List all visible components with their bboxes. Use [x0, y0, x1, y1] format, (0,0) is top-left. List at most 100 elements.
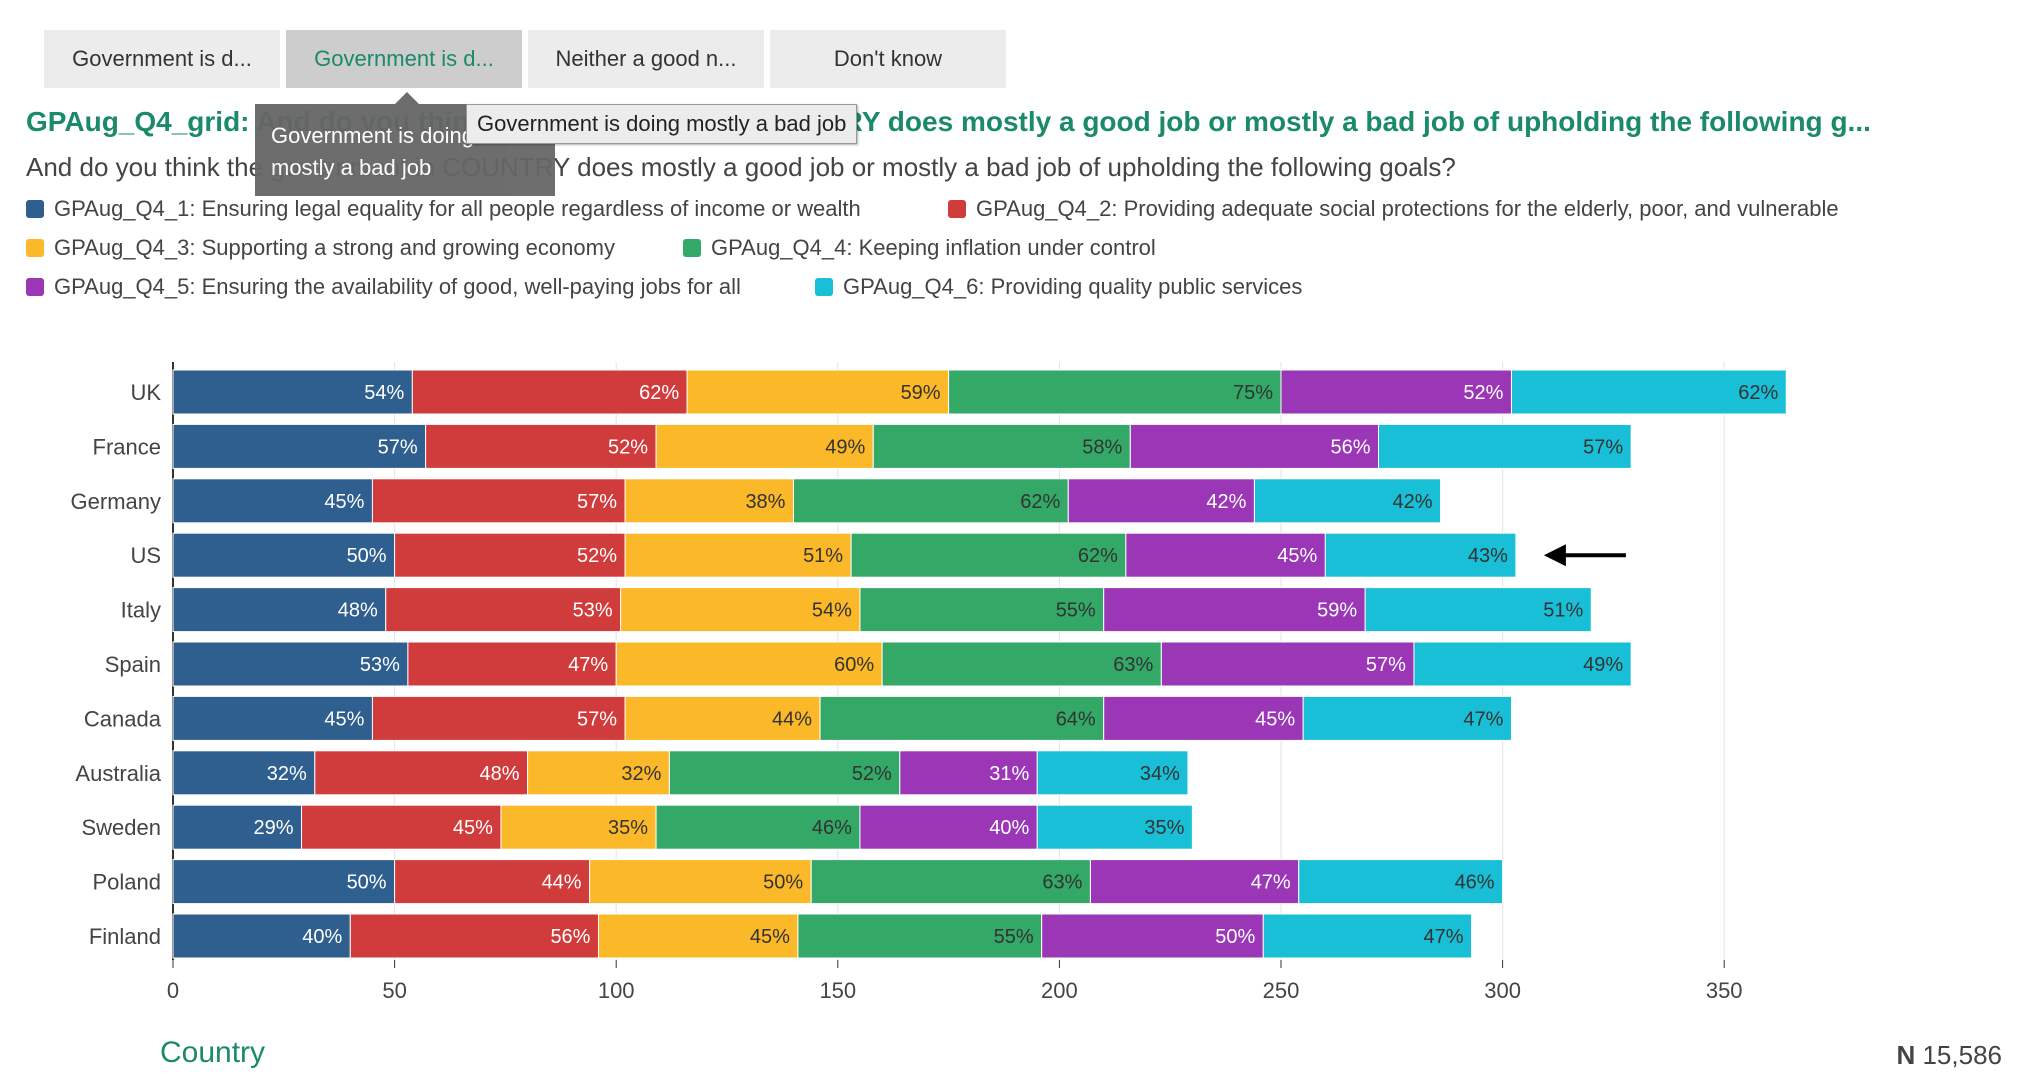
sample-size-label: N	[1896, 1040, 1916, 1070]
legend-item-q4-2[interactable]: GPAug_Q4_2: Providing adequate social pr…	[948, 196, 1839, 222]
data-label: 32%	[621, 763, 661, 785]
data-label: 63%	[1042, 872, 1082, 894]
bar-segment	[655, 423, 874, 469]
data-label: 45%	[750, 926, 790, 948]
data-label: 60%	[834, 654, 874, 676]
legend-item-q4-4[interactable]: GPAug_Q4_4: Keeping inflation under cont…	[683, 235, 1156, 261]
data-label: 55%	[1056, 600, 1096, 622]
legend-swatch	[26, 200, 44, 218]
tab-dont-know[interactable]: Don't know	[770, 30, 1006, 88]
data-label: 62%	[639, 382, 679, 404]
legend-label: GPAug_Q4_3: Supporting a strong and grow…	[54, 235, 615, 260]
bar-segment	[301, 804, 502, 850]
data-label: 48%	[338, 600, 378, 622]
bar-segment	[425, 423, 657, 469]
bar-segment	[172, 478, 373, 524]
bar-segment	[624, 478, 794, 524]
data-label: 45%	[324, 708, 364, 730]
x-tick-label: 100	[598, 978, 635, 1003]
data-label: 59%	[901, 382, 941, 404]
data-label: 35%	[1144, 817, 1184, 839]
data-label: 53%	[360, 654, 400, 676]
legend-item-q4-3[interactable]: GPAug_Q4_3: Supporting a strong and grow…	[26, 235, 615, 261]
data-label: 63%	[1113, 654, 1153, 676]
data-label: 56%	[1330, 436, 1370, 458]
data-label: 43%	[1468, 545, 1508, 567]
x-tick-label: 150	[819, 978, 856, 1003]
title-tooltip: Government is doing mostly a bad job	[466, 104, 858, 144]
data-label: 56%	[550, 926, 590, 948]
data-label: 50%	[347, 872, 387, 894]
legend-item-q4-5[interactable]: GPAug_Q4_5: Ensuring the availability of…	[26, 274, 741, 300]
tab-neither[interactable]: Neither a good n...	[528, 30, 764, 88]
bar-segment	[1041, 913, 1264, 959]
legend-item-q4-1[interactable]: GPAug_Q4_1: Ensuring legal equality for …	[26, 196, 861, 222]
legend-swatch	[26, 239, 44, 257]
data-label: 52%	[577, 545, 617, 567]
data-label: 64%	[1056, 708, 1096, 730]
data-label: 47%	[1424, 926, 1464, 948]
data-label: 38%	[745, 491, 785, 513]
bar-segment	[172, 750, 316, 796]
tab-bad-job[interactable]: Government is d...	[286, 30, 522, 88]
data-label: 54%	[364, 382, 404, 404]
legend-label: GPAug_Q4_4: Keeping inflation under cont…	[711, 235, 1156, 260]
data-label: 52%	[608, 436, 648, 458]
bar-segment	[948, 369, 1282, 415]
bar-segment	[1125, 532, 1326, 578]
bar-segment	[668, 750, 901, 796]
bar-segment	[1262, 913, 1473, 959]
sample-size-value: 15,586	[1922, 1040, 2002, 1070]
bar-segment	[881, 641, 1162, 687]
data-label: 50%	[1215, 926, 1255, 948]
data-label: 34%	[1140, 763, 1180, 785]
bar-segment	[899, 750, 1038, 796]
data-label: 62%	[1078, 545, 1118, 567]
category-label: UK	[130, 380, 161, 405]
x-tick-label: 300	[1484, 978, 1521, 1003]
bars: 54% 62% 59% 75% 52% 62% 57% 52% 49% 58% 56% 57% 45% 5…	[172, 369, 1787, 959]
bar-segment	[1298, 859, 1504, 905]
data-label: 40%	[302, 926, 342, 948]
bar-segment	[624, 695, 821, 741]
data-label: 62%	[1020, 491, 1060, 513]
bar-segment	[349, 913, 599, 959]
data-label: 47%	[1463, 708, 1503, 730]
bar-segment	[1324, 532, 1517, 578]
category-label: Poland	[92, 870, 161, 895]
bar-segment	[371, 695, 626, 741]
category-label: Sweden	[81, 815, 161, 840]
data-label: 45%	[1277, 545, 1317, 567]
data-label: 53%	[573, 600, 613, 622]
x-tick-label: 0	[167, 978, 179, 1003]
data-label: 51%	[803, 545, 843, 567]
data-label: 48%	[480, 763, 520, 785]
bar-segment	[655, 804, 861, 850]
bar-segment	[1067, 478, 1255, 524]
bar-segment	[172, 423, 427, 469]
legend-swatch	[948, 200, 966, 218]
data-label: 62%	[1738, 382, 1778, 404]
data-label: 55%	[994, 926, 1034, 948]
bar-segment	[172, 532, 396, 578]
bar-segment	[1413, 641, 1632, 687]
bar-segment	[1103, 695, 1304, 741]
tab-good-job[interactable]: Government is d...	[44, 30, 280, 88]
data-label: 49%	[1583, 654, 1623, 676]
data-label: 75%	[1233, 382, 1273, 404]
x-axis: 0 50 100 150 200 250 300 350	[167, 960, 1743, 1003]
legend-label: GPAug_Q4_1: Ensuring legal equality for …	[54, 196, 861, 221]
bar-segment	[172, 804, 303, 850]
data-label: 45%	[1255, 708, 1295, 730]
bar-segment	[172, 641, 409, 687]
bar-segment	[792, 478, 1069, 524]
bar-segment	[500, 804, 657, 850]
legend-label: GPAug_Q4_5: Ensuring the availability of…	[54, 274, 741, 299]
bar-segment	[597, 913, 799, 959]
category-label: Italy	[121, 598, 161, 623]
legend-item-q4-6[interactable]: GPAug_Q4_6: Providing quality public ser…	[815, 274, 1302, 300]
bar-segment	[1036, 750, 1189, 796]
annotations	[1543, 544, 1626, 567]
chart-subtitle: And do you think the government in COUNT…	[26, 152, 1456, 182]
bar-segment	[859, 587, 1105, 633]
